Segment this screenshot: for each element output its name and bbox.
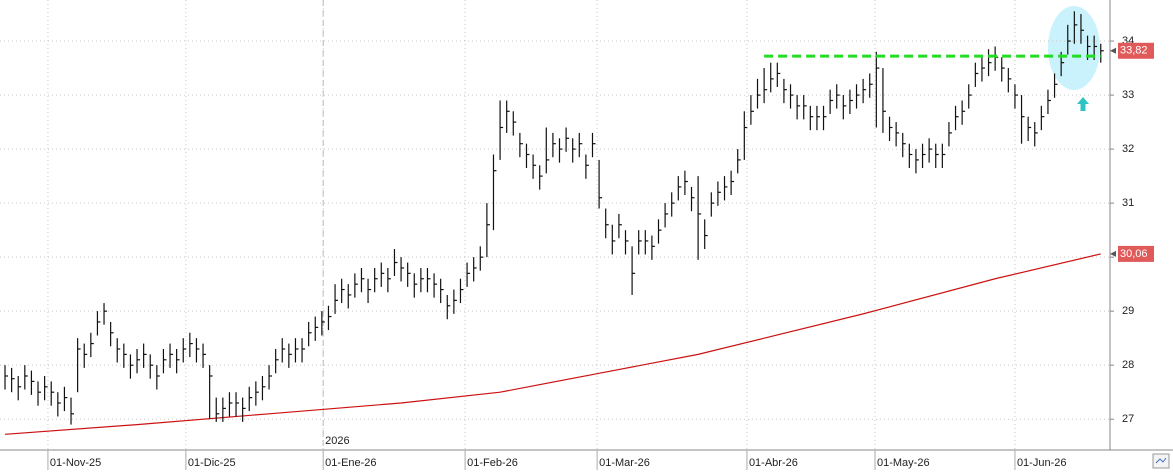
x-tick-label: 01-Feb-26 xyxy=(467,457,518,469)
x-tick-label: 01-Abr-26 xyxy=(749,457,798,469)
y-tick-label: 31 xyxy=(1122,197,1134,209)
x-tick-label: 01-Dic-25 xyxy=(188,457,236,469)
x-tick-label: 01-May-26 xyxy=(877,457,930,469)
moving-average-line xyxy=(4,253,1101,435)
year-label: 2026 xyxy=(325,435,349,447)
x-tick-label: 01-Ene-26 xyxy=(325,457,376,469)
last-value-pointer xyxy=(1110,250,1116,257)
x-tick-label: 01-Mar-26 xyxy=(599,457,650,469)
y-tick-label: 33 xyxy=(1122,89,1134,101)
up-arrow xyxy=(1077,97,1089,111)
y-tick-label: 28 xyxy=(1122,359,1134,371)
scale-icon xyxy=(1155,457,1167,464)
y-tick-label: 27 xyxy=(1122,413,1134,425)
last-value-box xyxy=(1118,245,1154,262)
scale-button[interactable] xyxy=(1152,453,1170,469)
last-value-label: 33,82 xyxy=(1120,45,1148,57)
y-tick-label: 32 xyxy=(1122,143,1134,155)
y-tick-label: 29 xyxy=(1122,305,1134,317)
last-value-label: 30,06 xyxy=(1120,248,1148,260)
x-tick-label: 01-Nov-25 xyxy=(50,457,101,469)
last-value-box xyxy=(1118,42,1154,59)
x-tick-label: 01-Jun-26 xyxy=(1017,457,1067,469)
last-value-pointer xyxy=(1110,47,1116,54)
